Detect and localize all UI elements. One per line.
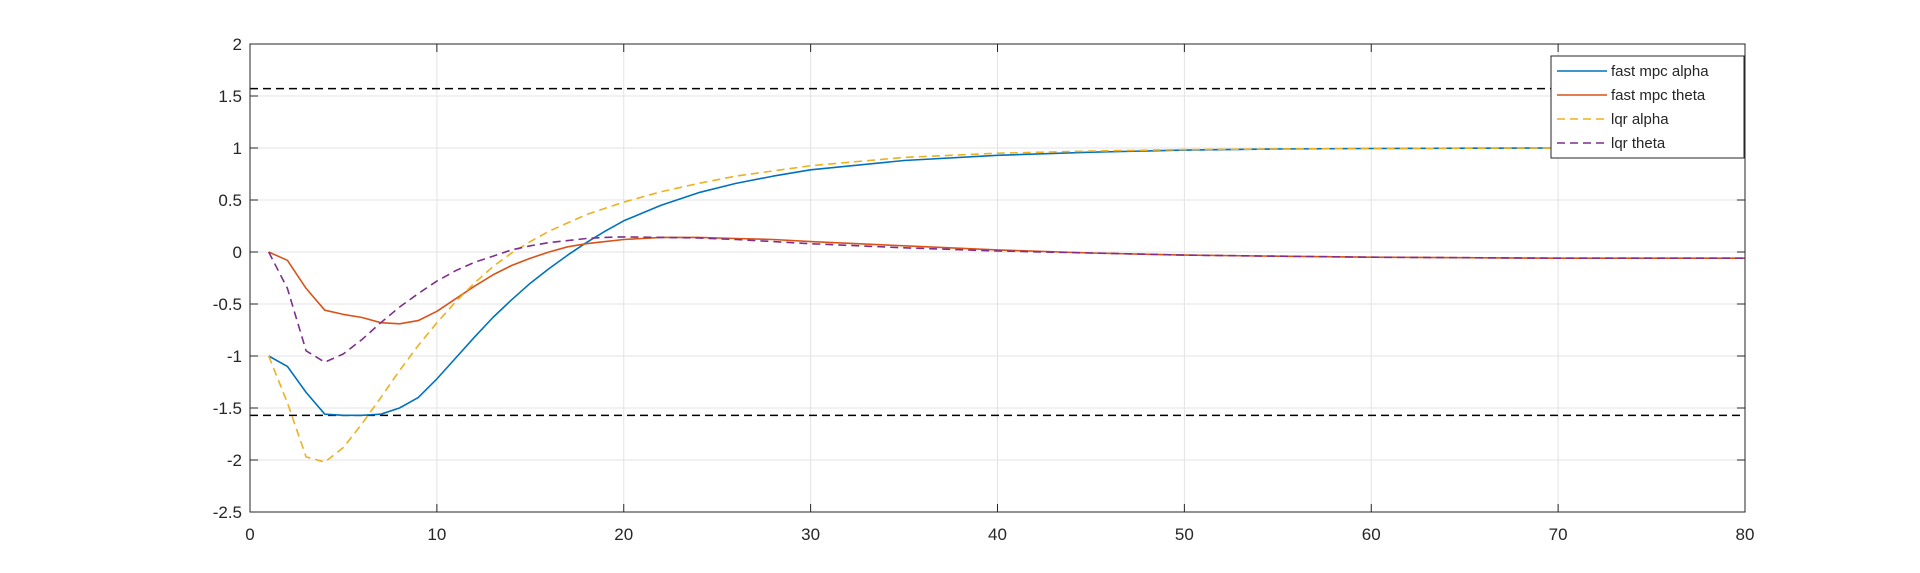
x-tick-label: 20 [614, 525, 633, 544]
reference-lines [250, 87, 1745, 417]
legend-box [1550, 55, 1745, 159]
x-tick-label: 60 [1362, 525, 1381, 544]
axis-ticks: 0 10 20 30 40 50 60 70 80 -2.5 -2 -1.5 -1 -0.5 0 0.5 1 1.… [213, 35, 1755, 544]
y-tick-label: 0 [233, 243, 242, 262]
x-tick-label: 40 [988, 525, 1007, 544]
legend-label-fast-mpc-theta: fast mpc theta [1611, 87, 1706, 104]
series-line-lqr-theta [267, 236, 1745, 364]
y-tick-label: -1 [227, 347, 242, 366]
series-line-fast-mpc-alpha [268, 147, 1745, 417]
x-tick-label: 70 [1549, 525, 1568, 544]
x-tick-label: 10 [427, 525, 446, 544]
data-series [267, 147, 1745, 463]
y-tick-label: -2 [227, 451, 242, 470]
y-tick-label: 1.5 [218, 87, 242, 106]
legend-label-lqr-theta: lqr theta [1611, 135, 1666, 152]
y-tick-label: -2.5 [213, 503, 242, 522]
x-tick-label: 30 [801, 525, 820, 544]
legend-label-lqr-alpha: lqr alpha [1611, 111, 1669, 128]
grid-lines [250, 44, 1745, 512]
y-tick-label: 2 [233, 35, 242, 54]
y-tick-label: -0.5 [213, 295, 242, 314]
x-tick-label: 0 [245, 525, 254, 544]
series-line-lqr-alpha [267, 147, 1745, 463]
y-tick-label: 0.5 [218, 191, 242, 210]
legend-label-fast-mpc-alpha: fast mpc alpha [1611, 63, 1709, 80]
y-tick-label: 1 [233, 139, 242, 158]
x-tick-label: 50 [1175, 525, 1194, 544]
legend: fast mpc alpha fast mpc theta lqr alpha lqr… [1550, 55, 1745, 159]
x-tick-label: 80 [1736, 525, 1755, 544]
y-tick-label: -1.5 [213, 399, 242, 418]
